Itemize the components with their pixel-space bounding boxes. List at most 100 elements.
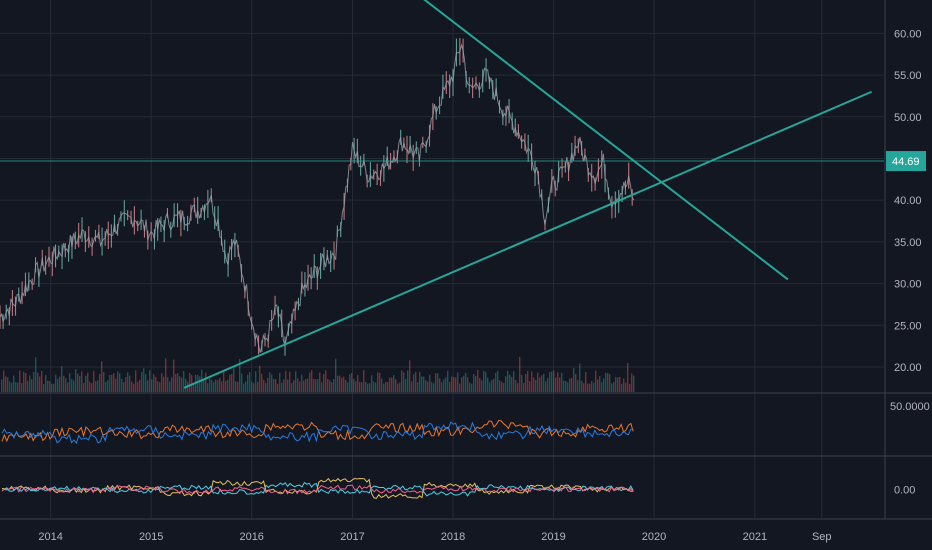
- volume-bar: [211, 379, 213, 392]
- volume-bar: [323, 374, 325, 392]
- volume-bar: [279, 372, 281, 392]
- axis-layer: 20.0025.0030.0035.0040.0045.0050.0055.00…: [38, 28, 929, 543]
- volume-bar: [623, 378, 625, 392]
- volume-bar: [61, 366, 63, 392]
- volume-bar: [165, 358, 167, 392]
- volume-bar: [249, 372, 251, 392]
- oscillator-series-line: [1, 421, 634, 445]
- volume-bar: [401, 370, 403, 392]
- volume-bar: [445, 377, 447, 392]
- volume-bar: [399, 382, 401, 392]
- annotation-layer[interactable]: [0, 0, 884, 389]
- volume-bar: [523, 382, 525, 392]
- price-tick-label: 35.00: [894, 237, 922, 249]
- volume-bar: [241, 373, 243, 392]
- volume-bar: [563, 380, 565, 392]
- volume-bar: [141, 372, 143, 392]
- volume-bar: [163, 376, 165, 392]
- volume-bar: [217, 380, 219, 392]
- volume-bar: [351, 373, 353, 392]
- volume-bar: [283, 379, 285, 392]
- volume-bar: [173, 359, 175, 392]
- momentum-tick-label: 0.00: [894, 485, 915, 497]
- volume-bar: [101, 361, 103, 392]
- volume-bar: [475, 376, 477, 392]
- volume-bar: [339, 375, 341, 392]
- volume-bar: [627, 363, 629, 392]
- volume-bar: [89, 381, 91, 392]
- volume-bar: [207, 383, 209, 392]
- volume-bar: [431, 381, 433, 392]
- volume-bar: [115, 378, 117, 392]
- volume-bar: [287, 379, 289, 392]
- volume-bar: [157, 381, 159, 392]
- volume-bar: [7, 377, 9, 392]
- volume-bar: [143, 368, 145, 392]
- volume-bar: [519, 356, 521, 392]
- volume-bar: [65, 378, 67, 392]
- volume-bar: [77, 373, 79, 392]
- volume-bar: [171, 377, 173, 392]
- volume-bar: [395, 379, 397, 392]
- volume-bar: [87, 372, 89, 392]
- volume-bar: [259, 365, 261, 392]
- momentum-series-line: [1, 484, 634, 495]
- volume-bar: [301, 374, 303, 392]
- volume-bar: [67, 382, 69, 392]
- volume-bar: [361, 382, 363, 392]
- volume-bar: [397, 383, 399, 392]
- volume-bar: [355, 381, 357, 392]
- volume-bar: [565, 381, 567, 392]
- volume-bar: [37, 372, 39, 392]
- volume-bar: [405, 378, 407, 392]
- volume-bar: [371, 375, 373, 392]
- volume-bar: [415, 371, 417, 392]
- volume-bar: [213, 382, 215, 392]
- volume-bar: [75, 369, 77, 392]
- volume-bar: [477, 370, 479, 392]
- volume-bar: [215, 379, 217, 392]
- volume-bar: [1, 379, 3, 392]
- volume-bar: [223, 370, 225, 392]
- volume-bar: [29, 375, 31, 392]
- volume-bar: [271, 374, 273, 392]
- volume-bar: [209, 378, 211, 392]
- volume-bar: [79, 375, 81, 392]
- volume-bar: [139, 379, 141, 392]
- time-tick-label: 2015: [139, 531, 163, 543]
- volume-bar: [577, 380, 579, 392]
- volume-bar: [587, 383, 589, 392]
- last-price-label-bg: [886, 151, 926, 172]
- price-tick-label: 40.00: [894, 195, 922, 207]
- volume-bar: [507, 370, 509, 392]
- trendline[interactable]: [183, 90, 873, 389]
- volume-bar: [19, 370, 21, 392]
- volume-bar: [343, 376, 345, 392]
- volume-bar: [385, 381, 387, 392]
- volume-bar: [265, 383, 267, 392]
- volume-bar: [595, 370, 597, 392]
- volume-bar: [437, 373, 439, 392]
- volume-bar: [391, 377, 393, 392]
- volume-bar: [263, 379, 265, 392]
- volume-bar: [555, 377, 557, 392]
- volume-bar: [269, 372, 271, 392]
- volume-bar: [253, 383, 255, 392]
- volume-bar: [319, 372, 321, 392]
- volume-bar: [41, 371, 43, 392]
- volume-bar: [447, 370, 449, 392]
- volume-bar: [619, 376, 621, 392]
- volume-bar: [461, 377, 463, 392]
- volume-bar: [487, 377, 489, 392]
- volume-bar: [161, 373, 163, 392]
- volume-bar: [57, 378, 59, 392]
- volume-bar: [455, 377, 457, 392]
- volume-bar: [369, 383, 371, 392]
- last-price-label: 44.69: [892, 156, 920, 168]
- volume-bar: [39, 376, 41, 392]
- volume-bar: [237, 381, 239, 392]
- grid-layer: [0, 0, 932, 520]
- volume-bar: [481, 380, 483, 392]
- trendline[interactable]: [419, 0, 789, 281]
